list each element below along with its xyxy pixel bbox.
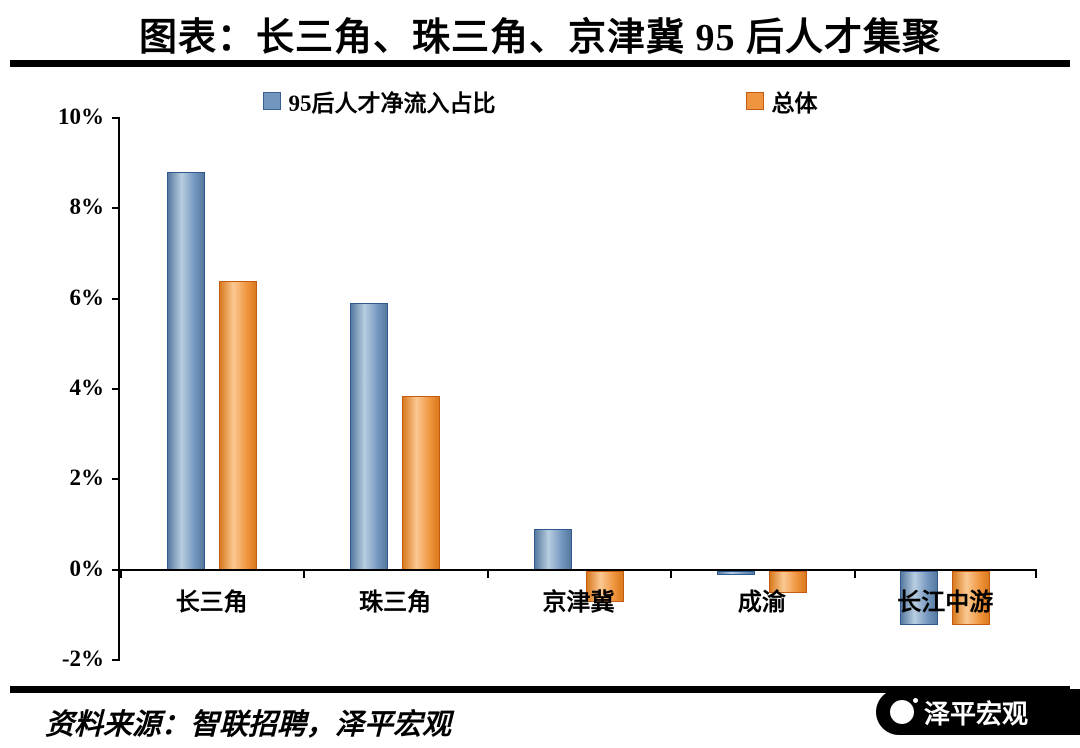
bar-chart-plot: -2% 0% 2% 4% 6% 8% 10% 长三角 珠三角 京津冀 成渝 长江中游 [58,104,1037,671]
bar-blue [350,303,389,570]
y-axis-label: 2% [69,465,105,491]
bar-blue [900,570,939,625]
legend-item-95-net-inflow: 95后人才净流入占比 [262,84,496,118]
brand-logo-icon [890,695,921,724]
y-axis-tick [112,297,120,300]
legend-label-95-net-inflow: 95后人才净流入占比 [288,91,496,116]
y-axis-label: 0% [69,555,105,581]
bottom-divider [10,686,1070,693]
bar-orange [952,570,991,625]
y-axis-label: 4% [69,375,105,400]
y-axis-label: -2% [61,646,104,671]
x-axis-tick [670,570,673,578]
bar-blue [166,172,205,570]
legend-swatch-blue [262,92,281,110]
bar-blue [716,570,755,576]
x-axis-tick [486,570,489,578]
top-divider [10,60,1070,67]
x-axis-label: 京津冀 [542,589,615,616]
x-axis-tick [120,570,122,578]
bar-blue [533,529,572,570]
y-axis-tick [112,117,120,119]
y-axis-tick [112,659,120,661]
legend: 95后人才净流入占比 总体 [0,84,1080,118]
y-axis-label: 8% [69,194,105,220]
y-axis-tick [112,568,120,571]
x-axis-label: 成渝 [737,589,786,616]
x-axis-tick [303,570,306,578]
x-axis-tick [853,570,856,578]
y-axis-tick [112,207,120,210]
chart-title: 图表：长三角、珠三角、京津冀 95 后人才集聚 [138,17,941,59]
brand-label: 泽平宏观 [924,698,1029,729]
x-axis-label: 长江中游 [897,589,994,616]
legend-label-overall: 总体 [771,91,818,116]
legend-item-overall: 总体 [745,84,818,118]
y-axis-tick [112,388,120,390]
x-axis-tick [1035,570,1037,578]
x-axis-label: 珠三角 [359,589,432,616]
bar-orange [218,280,257,570]
x-axis-label: 长三角 [175,589,248,616]
bar-orange [402,395,441,570]
x-axis-line [120,568,1037,571]
y-axis-label: 10% [58,104,104,129]
y-axis-label: 6% [69,284,105,310]
bar-orange [768,570,807,594]
brand-badge: 泽平宏观 [876,689,1080,735]
source-note: 资料来源：智联招聘，泽平宏观 [45,709,452,741]
legend-swatch-orange [745,92,764,110]
y-axis-tick [112,478,120,481]
bar-orange [585,570,624,603]
